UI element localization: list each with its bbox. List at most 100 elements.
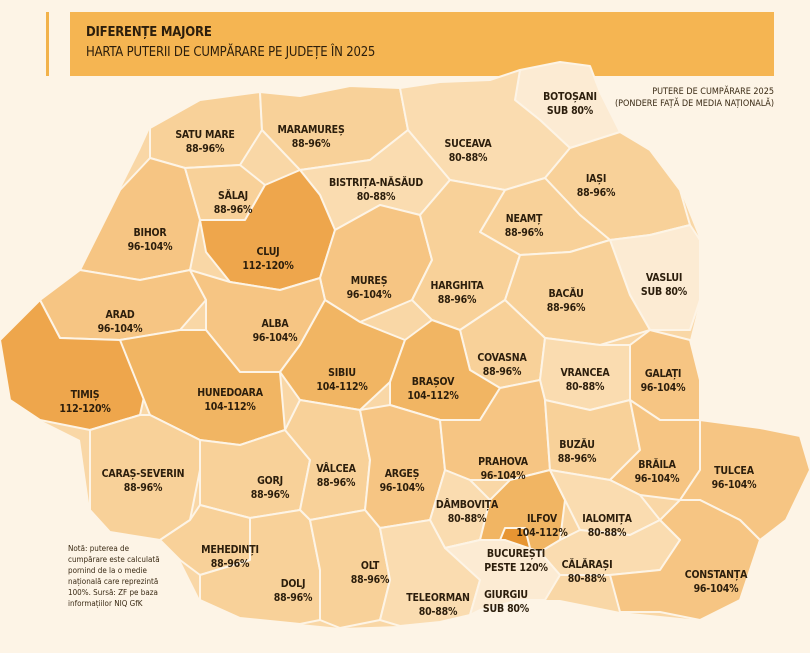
legend: PUTERE DE CUMPĂRARE 2025 (PONDERE FAȚĂ D… xyxy=(615,86,774,110)
county-name-constanta: CONSTANȚA xyxy=(685,569,748,581)
county-value-maramures: 88-96% xyxy=(292,138,331,150)
footnote-line-2: cumpărare este calculată xyxy=(68,555,160,564)
county-value-braila: 96-104% xyxy=(635,473,681,485)
county-name-iasi: IAȘI xyxy=(586,173,606,185)
county-value-giurgiu: SUB 80% xyxy=(483,603,530,615)
county-value-alba: 96-104% xyxy=(253,332,299,344)
county-value-suceava: 80-88% xyxy=(449,152,488,164)
county-value-covasna: 88-96% xyxy=(483,366,522,378)
county-name-brasov: BRAȘOV xyxy=(412,376,455,388)
county-value-buzau: 88-96% xyxy=(558,453,597,465)
county-value-bistrita-nasaud: 80-88% xyxy=(357,191,396,203)
county-value-constanta: 96-104% xyxy=(694,583,740,595)
county-value-arad: 96-104% xyxy=(98,323,144,335)
header-subtitle: HARTA PUTERII DE CUMPĂRARE PE JUDEȚE ÎN … xyxy=(86,45,376,60)
county-value-teleorman: 80-88% xyxy=(419,606,458,618)
county-name-maramures: MARAMUREȘ xyxy=(277,124,345,136)
header-accent-rule xyxy=(46,12,49,76)
footnote-line-1: Notă: puterea de xyxy=(68,544,130,553)
footnote-line-3: pornind de la o medie xyxy=(68,566,147,575)
county-value-dolj: 88-96% xyxy=(274,592,313,604)
county-name-buzau: BUZĂU xyxy=(559,438,594,451)
header-bar: DIFERENȚE MAJORE HARTA PUTERII DE CUMPĂR… xyxy=(70,12,774,76)
county-name-botosani: BOTOȘANI xyxy=(543,91,597,103)
county-name-cluj: CLUJ xyxy=(257,246,280,258)
county-value-dambovita: 80-88% xyxy=(448,513,487,525)
county-name-prahova: PRAHOVA xyxy=(478,456,529,468)
county-name-valcea: VÂLCEA xyxy=(316,462,356,475)
county-value-galati: 96-104% xyxy=(641,382,687,394)
county-value-tulcea: 96-104% xyxy=(712,479,758,491)
county-value-arges: 96-104% xyxy=(380,482,426,494)
county-value-olt: 88-96% xyxy=(351,574,390,586)
county-name-sibiu: SIBIU xyxy=(328,367,356,379)
county-name-harghita: HARGHITA xyxy=(430,280,484,292)
county-name-teleorman: TELEORMAN xyxy=(406,592,470,604)
county-caras-severin xyxy=(89,414,201,541)
county-value-bihor: 96-104% xyxy=(128,241,174,253)
county-name-suceava: SUCEAVA xyxy=(445,138,493,150)
county-gorj xyxy=(199,429,311,519)
county-name-neamt: NEAMȚ xyxy=(506,213,543,225)
county-name-bacau: BACĂU xyxy=(548,287,583,300)
county-bihor xyxy=(79,157,201,281)
county-value-hunedoara: 104-112% xyxy=(204,401,256,413)
county-name-arad: ARAD xyxy=(106,309,135,321)
footnote-line-6: informațiilor NIQ GfK xyxy=(68,599,143,608)
county-value-calarasi: 80-88% xyxy=(568,573,607,585)
county-value-timis: 112-120% xyxy=(59,403,111,415)
county-name-hunedoara: HUNEDOARA xyxy=(197,387,264,399)
county-name-gorj: GORJ xyxy=(257,475,283,487)
county-name-arges: ARGEȘ xyxy=(385,468,420,480)
county-name-vrancea: VRANCEA xyxy=(560,367,610,379)
footnote: Notă: puterea de cumpărare este calculat… xyxy=(68,543,174,609)
county-value-bucuresti: PESTE 120% xyxy=(484,562,548,574)
county-value-cluj: 112-120% xyxy=(242,260,294,272)
county-value-botosani: SUB 80% xyxy=(547,105,594,117)
county-value-caras-severin: 88-96% xyxy=(124,482,163,494)
county-name-giurgiu: GIURGIU xyxy=(484,589,528,601)
county-value-mures: 96-104% xyxy=(347,289,393,301)
county-value-satu-mare: 88-96% xyxy=(186,143,225,155)
county-value-iasi: 88-96% xyxy=(577,187,616,199)
county-value-harghita: 88-96% xyxy=(438,294,477,306)
county-name-bihor: BIHOR xyxy=(134,227,168,239)
county-value-bacau: 88-96% xyxy=(547,302,586,314)
legend-line-2: (PONDERE FAȚĂ DE MEDIA NAȚIONALĂ) xyxy=(614,99,774,109)
county-value-brasov: 104-112% xyxy=(407,390,459,402)
county-value-prahova: 96-104% xyxy=(481,470,527,482)
county-value-vrancea: 80-88% xyxy=(566,381,605,393)
county-name-olt: OLT xyxy=(361,560,380,572)
county-value-salaj: 88-96% xyxy=(214,204,253,216)
county-name-covasna: COVASNA xyxy=(477,352,527,364)
county-value-mehedinti: 88-96% xyxy=(211,558,250,570)
county-name-mehedinti: MEHEDINȚI xyxy=(201,544,259,556)
county-name-dambovita: DÂMBOVIȚA xyxy=(436,498,499,511)
county-name-satu-mare: SATU MARE xyxy=(175,129,234,141)
county-name-caras-severin: CARAȘ-SEVERIN xyxy=(102,468,185,480)
county-name-bucuresti: BUCUREȘTI xyxy=(487,548,545,560)
county-name-galati: GALAȚI xyxy=(645,368,681,380)
county-name-vaslui: VASLUI xyxy=(646,272,682,284)
header-title: DIFERENȚE MAJORE xyxy=(86,25,212,40)
county-value-vaslui: SUB 80% xyxy=(641,286,688,298)
footnote-line-4: națională care reprezintă xyxy=(68,577,159,586)
county-name-alba: ALBA xyxy=(261,318,289,330)
county-constanta xyxy=(609,499,761,621)
county-name-dolj: DOLJ xyxy=(281,578,306,590)
county-name-braila: BRĂILA xyxy=(638,458,676,471)
footnote-line-5: 100%. Sursă: ZF pe baza xyxy=(68,588,158,597)
county-name-calarasi: CĂLĂRAȘI xyxy=(562,558,613,571)
county-labels: SATU MARE 88-96% MARAMUREȘ 88-96% BOTOȘANI SU… xyxy=(59,91,757,618)
county-name-ilfov: ILFOV xyxy=(527,513,558,525)
county-name-ialomita: IALOMIȚA xyxy=(582,513,632,525)
county-value-neamt: 88-96% xyxy=(505,227,544,239)
county-value-ilfov: 104-112% xyxy=(516,527,568,539)
county-name-timis: TIMIȘ xyxy=(71,389,100,401)
county-value-ialomita: 80-88% xyxy=(588,527,627,539)
county-name-tulcea: TULCEA xyxy=(714,465,755,477)
county-shapes xyxy=(0,61,810,629)
county-name-mures: MUREȘ xyxy=(351,275,388,287)
county-giurgiu xyxy=(444,539,561,616)
